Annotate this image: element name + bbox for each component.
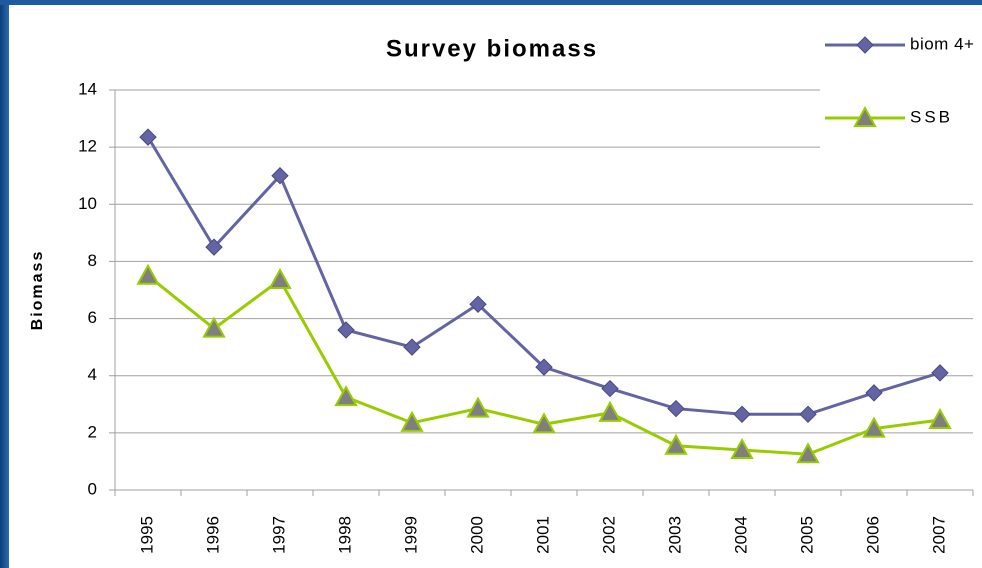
x-tick-label: 1999: [401, 516, 420, 554]
data-point: [202, 316, 226, 338]
data-point: [400, 410, 424, 432]
data-point: [535, 358, 553, 376]
legend-label: SSB: [910, 107, 953, 126]
data-point: [139, 128, 157, 146]
y-tick-label: 10: [78, 194, 97, 213]
data-point: [136, 263, 160, 285]
legend-label: biom 4+: [910, 34, 974, 53]
data-point: [598, 400, 622, 422]
x-tick-label: 2005: [797, 516, 816, 554]
data-point: [664, 433, 688, 455]
data-point: [799, 405, 817, 423]
x-tick-label: 2003: [665, 516, 684, 554]
y-tick-label: 8: [88, 251, 97, 270]
x-tick-label: 2006: [863, 516, 882, 554]
window-edge: [0, 0, 982, 5]
x-tick-label: 1997: [269, 516, 288, 554]
data-point: [733, 405, 751, 423]
data-point: [928, 407, 952, 429]
legend-marker: [853, 105, 877, 127]
data-point: [403, 338, 421, 356]
data-point: [466, 396, 490, 418]
x-tick-label: 2001: [533, 516, 552, 554]
x-tick-label: 2002: [599, 516, 618, 554]
data-point: [865, 384, 883, 402]
x-tick-label: 1995: [137, 516, 156, 554]
x-tick-label: 2000: [467, 516, 486, 554]
data-point: [271, 167, 289, 185]
data-point: [532, 412, 556, 434]
data-point: [268, 267, 292, 289]
data-point: [337, 321, 355, 339]
data-point: [796, 442, 820, 464]
data-point: [931, 364, 949, 382]
window-edge: [0, 0, 9, 568]
y-tick-label: 2: [88, 422, 97, 441]
y-tick-label: 6: [88, 308, 97, 327]
data-point: [334, 385, 358, 407]
data-point: [601, 379, 619, 398]
data-point: [667, 399, 685, 418]
data-point: [862, 416, 886, 438]
chart-title: Survey biomass: [386, 35, 598, 62]
legend-marker: [856, 36, 874, 54]
x-tick-label: 2007: [929, 516, 948, 554]
data-point: [205, 238, 223, 256]
y-tick-label: 4: [88, 365, 97, 384]
legend-box: [820, 20, 982, 160]
data-point: [469, 295, 487, 313]
data-point: [730, 437, 754, 459]
x-tick-label: 1998: [335, 516, 354, 554]
x-tick-label: 2004: [731, 516, 750, 554]
y-tick-label: 14: [78, 79, 97, 98]
y-tick-label: 0: [88, 479, 97, 498]
x-tick-label: 1996: [203, 516, 222, 554]
y-tick-label: 12: [78, 137, 97, 156]
y-axis-label: Biomass: [29, 250, 46, 331]
